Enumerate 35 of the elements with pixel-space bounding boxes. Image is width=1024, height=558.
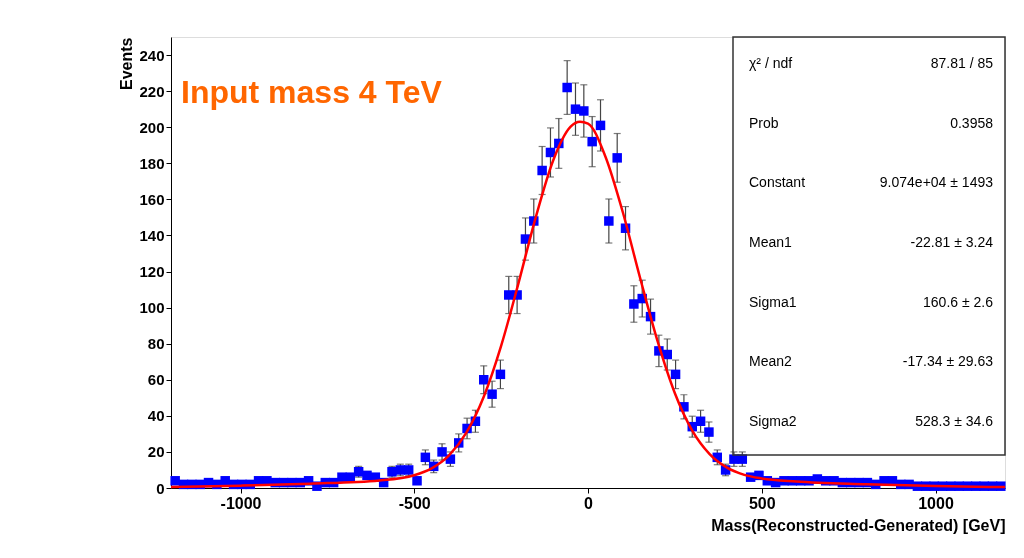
x-tick-label: -500 (398, 494, 431, 512)
annotation: 0.3958 (950, 114, 994, 131)
annotation: χ² / ndf (749, 54, 793, 71)
annotation: 9.074e+04 ± 1493 (879, 174, 994, 191)
y-tick-label: 160 (139, 190, 165, 208)
y-tick-label: 40 (147, 407, 165, 425)
x-tick-label: 500 (748, 494, 776, 512)
y-tick-label: 220 (139, 82, 165, 100)
annotation: 87.81 / 85 (930, 54, 994, 71)
x-axis-title: Mass(Reconstructed-Generated) [GeV] (711, 516, 1006, 534)
y-tick-label: 180 (139, 154, 165, 172)
annotation: 160.6 ± 2.6 (923, 293, 994, 310)
annotation: -22.81 ± 3.24 (910, 234, 994, 251)
annotation: Sigma2 (749, 413, 797, 430)
x-tick-label: 0 (584, 494, 594, 512)
y-tick-label: 100 (139, 299, 165, 317)
annotation: Constant (749, 174, 806, 191)
annotation: Prob (749, 114, 779, 131)
annotation: Input mass 4 TeV (181, 74, 443, 110)
y-tick-label: 200 (139, 118, 165, 136)
annotation: -17.34 ± 29.63 (902, 353, 994, 370)
y-tick-label: 60 (147, 371, 165, 389)
annotation: 528.3 ± 34.6 (915, 413, 994, 430)
y-tick-label: 80 (147, 335, 165, 353)
y-tick-label: 120 (139, 263, 165, 281)
annotation: Sigma1 (749, 293, 797, 310)
x-tick-label: -1000 (220, 494, 262, 512)
y-tick-label: 20 (147, 443, 165, 461)
y-axis-title: Events (118, 37, 136, 90)
y-tick-label: 0 (156, 479, 165, 497)
y-tick-label: 140 (139, 226, 165, 244)
x-tick-label: 1000 (918, 494, 954, 512)
annotation: Mean1 (749, 234, 793, 251)
y-tick-label: 240 (139, 46, 165, 64)
annotation: Mean2 (749, 353, 793, 370)
